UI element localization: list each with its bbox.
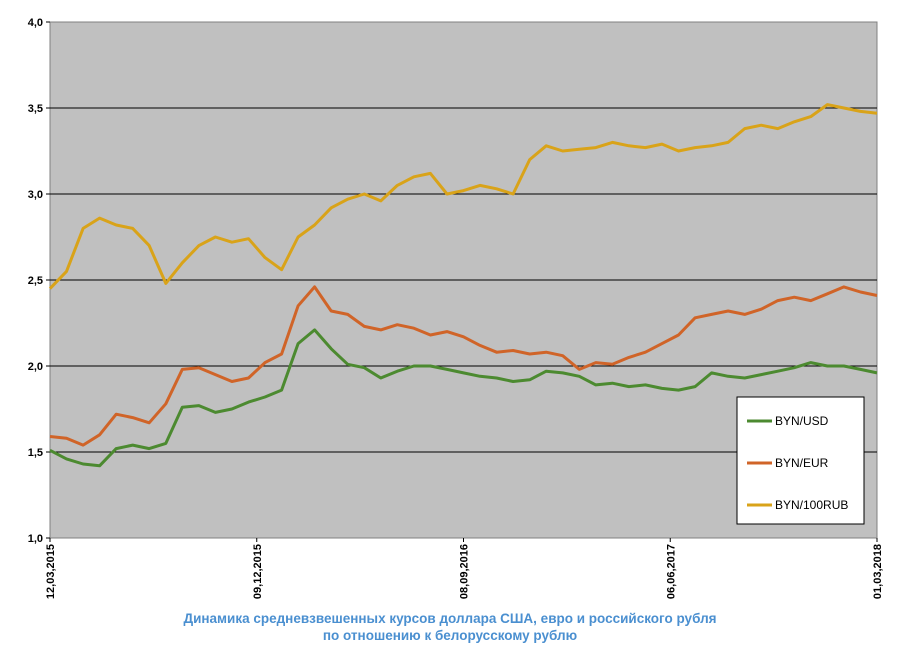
x-tick-label: 06,06,2017 xyxy=(665,544,677,599)
series-lines xyxy=(48,103,878,468)
chart-caption: Динамика средневзвешенных курсов доллара… xyxy=(0,610,900,644)
y-tick-label: 3,0 xyxy=(28,189,43,201)
legend-label: BYN/EUR xyxy=(775,456,829,470)
y-axis: 1,0 1,5 2,0 2,5 3,0 3,5 4,0 xyxy=(28,17,50,545)
legend-box xyxy=(736,396,865,525)
caption-line-2: по отношению к белорусскому рублю xyxy=(322,628,578,643)
y-tick-label: 1,5 xyxy=(28,447,43,459)
series-line-byn-100rub xyxy=(48,103,878,290)
y-tick-label: 3,5 xyxy=(28,103,43,115)
x-tick-label: 08,09,2016 xyxy=(459,544,471,599)
series-line-byn-usd xyxy=(49,328,878,468)
x-tick-label: 12,03,2015 xyxy=(45,544,57,599)
legend-label: BYN/USD xyxy=(775,414,829,428)
x-tick-label: 09,12,2015 xyxy=(252,544,264,599)
legend: BYN/USD BYN/EUR BYN/100RUB xyxy=(736,396,865,525)
caption-line-1: Динамика средневзвешенных курсов доллара… xyxy=(183,611,717,626)
legend-label: BYN/100RUB xyxy=(775,498,848,512)
y-tick-label: 2,0 xyxy=(28,361,43,373)
y-tick-label: 4,0 xyxy=(28,17,43,29)
x-axis: 12,03,2015 09,12,2015 08,09,2016 06,06,2017… xyxy=(45,538,884,599)
x-tick-label: 01,03,2018 xyxy=(872,544,884,599)
y-tick-label: 1,0 xyxy=(28,533,43,545)
y-tick-label: 2,5 xyxy=(28,275,43,287)
series-line-byn-eur xyxy=(49,285,878,447)
